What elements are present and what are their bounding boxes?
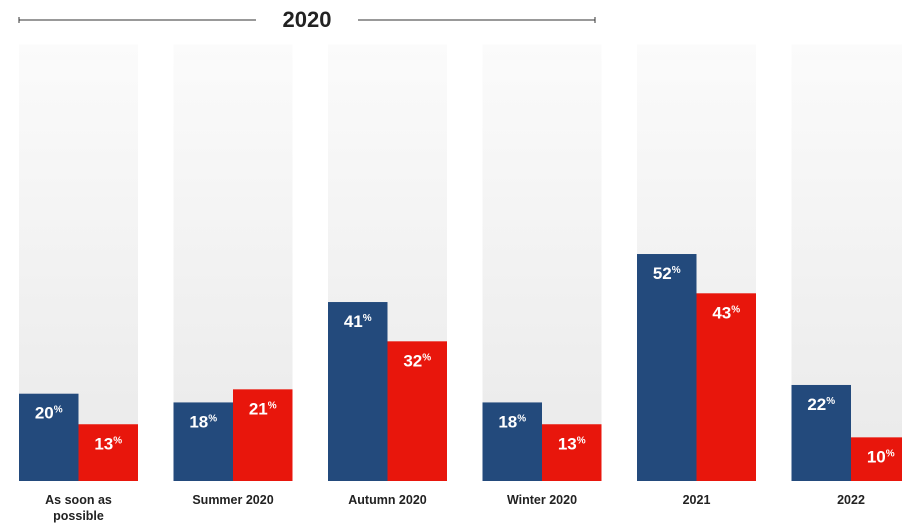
bar bbox=[791, 384, 851, 481]
value-label: 13% bbox=[94, 434, 122, 453]
x-tick-label: Summer 2020 bbox=[192, 493, 274, 507]
value-label: 21% bbox=[249, 399, 277, 418]
value-label: 18% bbox=[498, 412, 526, 431]
bar bbox=[328, 302, 388, 481]
value-label: 10% bbox=[867, 447, 895, 466]
x-tick-label: Autumn 2020 bbox=[348, 493, 427, 507]
bar bbox=[482, 402, 542, 481]
value-label: 18% bbox=[189, 412, 217, 431]
x-tick-label: 2021 bbox=[682, 493, 711, 507]
value-label: 22% bbox=[807, 395, 835, 414]
value-label: 20% bbox=[35, 404, 63, 423]
bar bbox=[233, 389, 293, 481]
bar bbox=[387, 341, 447, 481]
bar bbox=[173, 402, 233, 481]
x-tick-label: Winter 2020 bbox=[506, 493, 578, 507]
bar bbox=[637, 254, 697, 481]
value-label: 32% bbox=[403, 351, 431, 370]
value-label: 41% bbox=[344, 312, 372, 331]
value-label: 52% bbox=[653, 264, 681, 283]
bar bbox=[851, 437, 902, 481]
bar bbox=[19, 393, 79, 481]
value-label: 13% bbox=[558, 434, 586, 453]
value-label: 43% bbox=[712, 303, 740, 322]
annotation: 2020 bbox=[283, 7, 332, 32]
x-tick-label: 2022 bbox=[837, 493, 865, 507]
x-tick-label: As soon as possible bbox=[45, 493, 112, 523]
bar bbox=[696, 293, 756, 481]
bar bbox=[542, 424, 602, 481]
bar bbox=[78, 424, 138, 481]
